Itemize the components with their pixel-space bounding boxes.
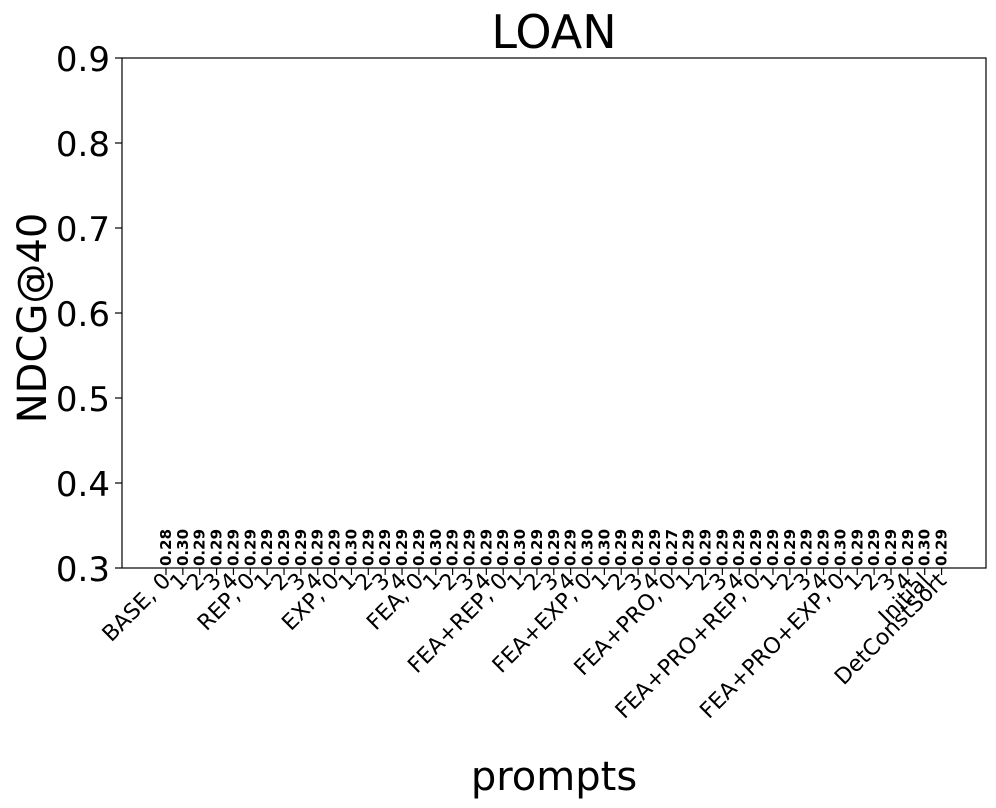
data-label: 0.29 xyxy=(258,529,276,566)
data-label: 0.29 xyxy=(730,529,748,566)
data-label: 0.29 xyxy=(882,529,900,566)
data-label: 0.29 xyxy=(646,529,664,566)
data-label: 0.29 xyxy=(376,529,394,566)
data-label: 0.29 xyxy=(747,529,765,566)
y-tick-label: 0.8 xyxy=(56,125,110,165)
y-tick-label: 0.9 xyxy=(56,40,110,80)
data-label: 0.29 xyxy=(528,529,546,566)
chart-title: LOAN xyxy=(491,5,616,59)
data-label: 0.29 xyxy=(764,529,782,566)
data-label: 0.29 xyxy=(460,529,478,566)
data-label: 0.29 xyxy=(680,529,698,566)
data-label: 0.30 xyxy=(427,529,445,566)
data-label: 0.28 xyxy=(157,529,175,566)
data-label: 0.29 xyxy=(393,529,411,566)
data-label: 0.30 xyxy=(174,529,192,566)
data-label: 0.30 xyxy=(511,529,529,566)
data-label: 0.30 xyxy=(916,529,934,566)
data-label: 0.29 xyxy=(224,529,242,566)
data-label: 0.29 xyxy=(292,529,310,566)
plot-frame xyxy=(121,57,987,569)
data-label: 0.30 xyxy=(595,529,613,566)
data-label: 0.30 xyxy=(342,529,360,566)
data-label: 0.29 xyxy=(612,529,630,566)
data-label: 0.29 xyxy=(781,529,799,566)
data-label: 0.29 xyxy=(191,529,209,566)
data-label: 0.29 xyxy=(477,529,495,566)
data-label: 0.29 xyxy=(208,529,226,566)
y-tick-label: 0.7 xyxy=(56,210,110,250)
data-label: 0.29 xyxy=(444,529,462,566)
data-label: 0.29 xyxy=(241,529,259,566)
y-tick-label: 0.3 xyxy=(56,550,110,590)
data-label: 0.29 xyxy=(359,529,377,566)
y-tick-label: 0.5 xyxy=(56,380,110,420)
data-label: 0.29 xyxy=(899,529,917,566)
data-label: 0.29 xyxy=(815,529,833,566)
data-label: 0.29 xyxy=(545,529,563,566)
data-label: 0.29 xyxy=(865,529,883,566)
data-label: 0.29 xyxy=(933,529,951,566)
x-axis-label: prompts xyxy=(471,754,637,800)
data-label: 0.29 xyxy=(326,529,344,566)
data-label: 0.29 xyxy=(494,529,512,566)
data-label: 0.30 xyxy=(831,529,849,566)
data-label: 0.29 xyxy=(798,529,816,566)
data-label: 0.29 xyxy=(629,529,647,566)
data-label-layer: 0.280.300.290.290.290.290.290.290.290.29… xyxy=(157,529,951,566)
data-label: 0.29 xyxy=(410,529,428,566)
data-label: 0.29 xyxy=(713,529,731,566)
data-label: 0.29 xyxy=(697,529,715,566)
data-label: 0.27 xyxy=(663,529,681,566)
y-axis-label: NDCG@40 xyxy=(10,213,56,424)
data-label: 0.29 xyxy=(562,529,580,566)
data-label: 0.30 xyxy=(579,529,597,566)
y-tick-label: 0.6 xyxy=(56,295,110,335)
y-tick-label: 0.4 xyxy=(56,465,110,505)
data-label: 0.29 xyxy=(848,529,866,566)
data-label: 0.29 xyxy=(309,529,327,566)
data-label: 0.29 xyxy=(275,529,293,566)
